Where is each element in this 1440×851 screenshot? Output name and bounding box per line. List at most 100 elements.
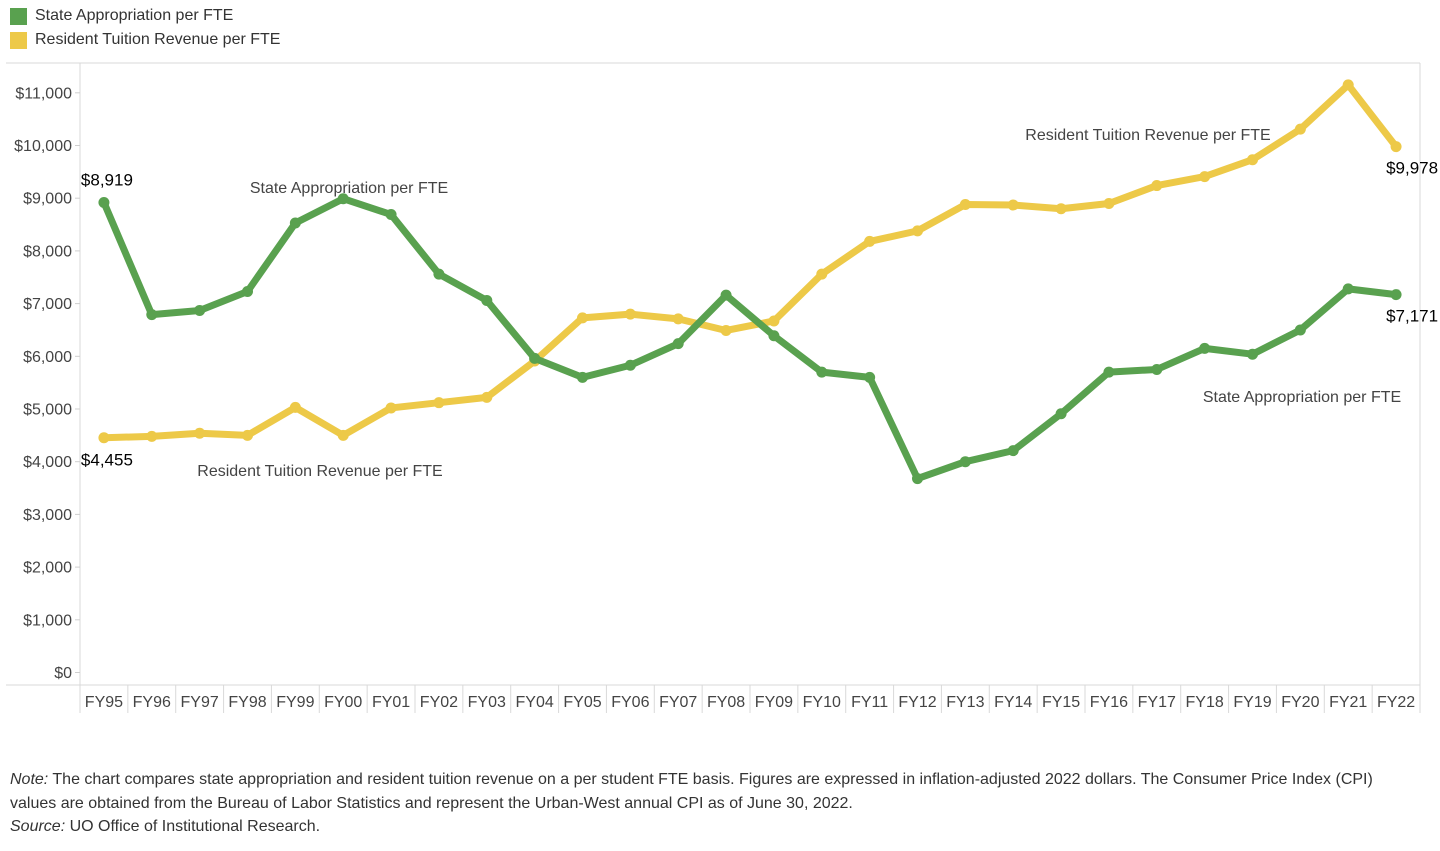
data-point-0: [672, 338, 684, 350]
data-point-1: [720, 324, 732, 336]
x-tick-label: FY00: [324, 694, 362, 711]
data-label: $8,919: [81, 170, 133, 189]
data-point-0: [1390, 289, 1402, 301]
data-point-0: [577, 371, 588, 383]
data-point-1: [385, 402, 397, 414]
data-point-1: [912, 225, 923, 237]
data-point-0: [1055, 408, 1067, 420]
data-point-0: [768, 330, 780, 342]
data-point-0: [481, 294, 493, 306]
data-point-0: [529, 352, 541, 364]
data-point-1: [337, 429, 349, 441]
legend-swatch-yellow: [10, 31, 27, 49]
x-tick-label: FY13: [946, 694, 984, 711]
x-tick-label: FY21: [1329, 694, 1367, 711]
data-point-1: [1199, 171, 1211, 183]
y-tick-label: $7,000: [23, 296, 72, 313]
x-tick-label: FY99: [276, 694, 314, 711]
data-point-0: [1294, 324, 1306, 336]
x-tick-label: FY09: [755, 694, 793, 711]
y-tick-label: $2,000: [23, 560, 72, 577]
data-point-0: [1199, 342, 1211, 354]
x-tick-label: FY17: [1138, 694, 1176, 711]
data-label: $4,455: [81, 451, 133, 470]
data-label: $7,171: [1386, 307, 1438, 326]
x-tick-label: FY15: [1042, 694, 1080, 711]
data-point-1: [242, 429, 253, 441]
x-tick-label: FY06: [611, 694, 649, 711]
data-point-0: [1247, 348, 1258, 360]
note-text: The chart compares state appropriation a…: [10, 771, 1373, 812]
source-label: Source:: [10, 818, 66, 835]
x-tick-label: FY12: [898, 694, 936, 711]
y-tick-label: $11,000: [15, 85, 72, 102]
x-tick-label: FY05: [563, 694, 601, 711]
data-point-1: [289, 401, 301, 413]
data-point-1: [864, 235, 876, 247]
series-line-0: [100, 195, 1400, 483]
data-point-0: [959, 456, 971, 468]
x-tick-label: FY02: [420, 694, 458, 711]
series-line-label: Resident Tuition Revenue per FTE: [1025, 127, 1270, 144]
legend: State Appropriation per FTE Resident Tui…: [10, 4, 280, 52]
source-line: Source: UO Office of Institutional Resea…: [10, 815, 1420, 839]
data-point-0: [816, 366, 828, 378]
data-point-1: [959, 199, 971, 211]
data-point-0: [1342, 283, 1354, 295]
data-point-0: [194, 304, 206, 316]
x-tick-label: FY22: [1377, 694, 1415, 711]
data-point-1: [816, 268, 828, 280]
data-point-0: [1007, 445, 1019, 457]
data-point-1: [1342, 79, 1354, 91]
data-point-0: [912, 473, 923, 485]
data-point-0: [864, 371, 876, 383]
series-line-label: State Appropriation per FTE: [1203, 389, 1401, 406]
x-tick-label: FY98: [228, 694, 266, 711]
series-line-label: Resident Tuition Revenue per FTE: [197, 463, 442, 480]
x-tick-label: FY19: [1233, 694, 1271, 711]
data-point-0: [337, 193, 349, 205]
x-tick-label: FY97: [181, 694, 219, 711]
data-point-1: [98, 432, 110, 444]
y-tick-label: $6,000: [23, 349, 72, 366]
data-point-1: [1055, 203, 1067, 215]
data-point-1: [1390, 141, 1402, 153]
legend-swatch-green: [10, 7, 27, 25]
source-text: UO Office of Institutional Research.: [65, 818, 321, 835]
note-label: Note:: [10, 771, 49, 788]
x-tick-label: FY04: [516, 694, 554, 711]
data-point-1: [481, 391, 493, 403]
data-label: $9,978: [1386, 159, 1438, 178]
x-tick-label: FY16: [1090, 694, 1128, 711]
data-point-1: [1151, 180, 1163, 192]
y-tick-label: $0: [54, 665, 72, 682]
data-point-0: [242, 285, 253, 297]
x-tick-label: FY11: [851, 694, 888, 711]
x-tick-label: FY14: [994, 694, 1032, 711]
data-point-0: [385, 209, 397, 221]
x-tick-label: FY03: [468, 694, 506, 711]
legend-label: State Appropriation per FTE: [35, 7, 234, 24]
data-point-0: [289, 217, 301, 229]
data-point-1: [768, 315, 780, 327]
y-tick-label: $4,000: [23, 454, 72, 471]
y-tick-label: $8,000: [23, 243, 72, 260]
note-paragraph: Note: The chart compares state appropria…: [10, 768, 1420, 815]
data-point-1: [624, 308, 636, 320]
y-tick-label: $5,000: [23, 402, 72, 419]
y-tick-label: $3,000: [23, 507, 72, 524]
data-point-0: [98, 196, 110, 208]
x-tick-label: FY07: [659, 694, 697, 711]
data-point-1: [1294, 123, 1306, 135]
legend-item-resident-tuition[interactable]: Resident Tuition Revenue per FTE: [10, 28, 280, 52]
data-point-0: [1151, 363, 1163, 375]
data-point-1: [1103, 197, 1115, 209]
chart-note: Note: The chart compares state appropria…: [10, 768, 1420, 839]
legend-item-state-appropriation[interactable]: State Appropriation per FTE: [10, 4, 280, 28]
data-point-1: [433, 397, 445, 409]
series-line-label: State Appropriation per FTE: [250, 180, 448, 197]
x-tick-label: FY20: [1281, 694, 1319, 711]
x-tick-label: FY10: [803, 694, 841, 711]
x-tick-label: FY95: [85, 694, 123, 711]
